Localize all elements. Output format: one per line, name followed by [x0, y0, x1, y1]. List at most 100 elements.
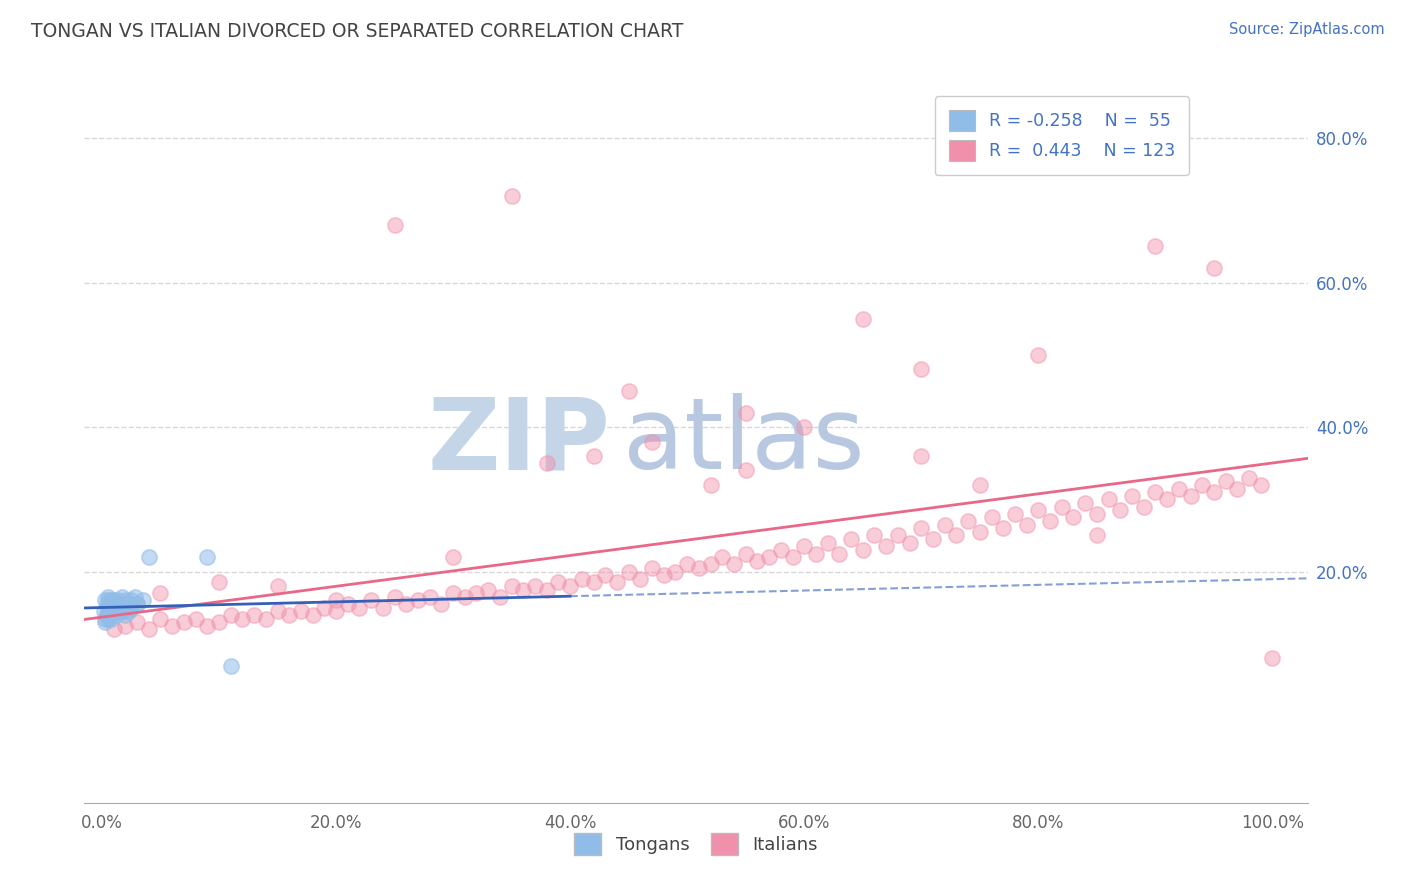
Point [149, 586, 172, 600]
Point [1215, 475, 1237, 489]
Point [104, 604, 127, 618]
Point [465, 586, 488, 600]
Legend: Tongans, Italians: Tongans, Italians [567, 826, 825, 863]
Point [115, 593, 138, 607]
Point [1028, 348, 1050, 362]
Point [1109, 503, 1132, 517]
Point [734, 547, 756, 561]
Point [560, 579, 582, 593]
Point [149, 611, 172, 625]
Point [104, 597, 127, 611]
Point [922, 532, 945, 546]
Point [536, 456, 558, 470]
Point [97, 590, 120, 604]
Point [910, 449, 932, 463]
Point [107, 593, 129, 607]
Point [111, 600, 134, 615]
Point [769, 542, 792, 557]
Point [641, 561, 664, 575]
Point [97, 593, 120, 607]
Point [94, 615, 117, 630]
Point [617, 384, 640, 398]
Point [132, 593, 155, 607]
Point [1202, 485, 1225, 500]
Point [103, 593, 125, 607]
Point [582, 575, 605, 590]
Point [101, 604, 124, 618]
Point [384, 218, 406, 232]
Point [96, 607, 118, 622]
Point [100, 611, 122, 625]
Point [1039, 514, 1062, 528]
Point [852, 542, 875, 557]
Point [1085, 507, 1108, 521]
Point [97, 600, 120, 615]
Point [839, 532, 862, 546]
Point [111, 600, 134, 615]
Point [103, 600, 125, 615]
Point [898, 535, 921, 549]
Point [1097, 492, 1119, 507]
Point [97, 611, 120, 625]
Point [314, 600, 336, 615]
Point [195, 550, 218, 565]
Point [290, 604, 312, 618]
Point [875, 539, 897, 553]
Point [105, 604, 128, 618]
Point [195, 619, 218, 633]
Point [395, 597, 418, 611]
Point [1226, 482, 1249, 496]
Point [1191, 478, 1213, 492]
Point [104, 607, 127, 622]
Point [406, 593, 429, 607]
Point [1028, 503, 1050, 517]
Point [524, 579, 547, 593]
Point [98, 600, 121, 615]
Text: ZIP: ZIP [427, 393, 610, 490]
Point [100, 604, 122, 618]
Point [969, 524, 991, 539]
Point [111, 590, 134, 604]
Point [664, 565, 686, 579]
Point [887, 528, 910, 542]
Point [980, 510, 1002, 524]
Point [1121, 489, 1143, 503]
Point [100, 597, 122, 611]
Point [360, 593, 382, 607]
Point [1004, 507, 1026, 521]
Point [910, 362, 932, 376]
Point [1202, 261, 1225, 276]
Point [676, 558, 699, 572]
Point [489, 590, 512, 604]
Point [101, 593, 124, 607]
Point [1015, 517, 1038, 532]
Point [828, 547, 851, 561]
Point [104, 600, 127, 615]
Point [1050, 500, 1073, 514]
Point [184, 611, 207, 625]
Point [208, 615, 231, 630]
Point [863, 528, 886, 542]
Point [110, 604, 132, 618]
Point [384, 590, 406, 604]
Point [441, 550, 464, 565]
Point [371, 600, 394, 615]
Point [114, 600, 136, 615]
Point [98, 604, 121, 618]
Point [96, 597, 118, 611]
Point [325, 593, 347, 607]
Point [969, 478, 991, 492]
Point [219, 607, 242, 622]
Point [419, 590, 441, 604]
Point [125, 597, 148, 611]
Point [325, 604, 347, 618]
Point [208, 575, 231, 590]
Point [266, 579, 288, 593]
Point [101, 597, 124, 611]
Point [108, 597, 131, 611]
Point [117, 597, 139, 611]
Point [617, 565, 640, 579]
Point [105, 600, 128, 615]
Point [96, 607, 118, 622]
Point [547, 575, 569, 590]
